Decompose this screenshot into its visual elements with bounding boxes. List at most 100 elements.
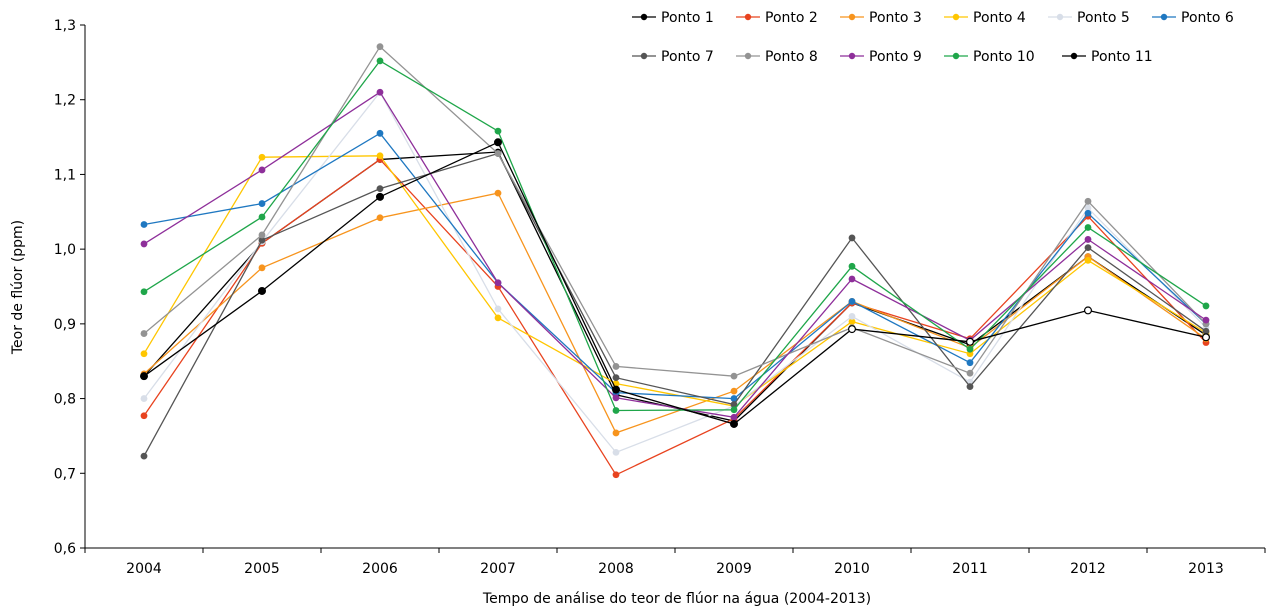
data-point [140, 350, 148, 358]
data-point [1083, 306, 1092, 315]
legend-item: Ponto 3 [840, 10, 922, 26]
legend-swatch-marker [744, 52, 752, 60]
legend-swatch-marker [952, 13, 960, 21]
legend-item: Ponto 1 [632, 10, 714, 26]
data-point [730, 413, 738, 421]
data-point [1201, 333, 1210, 342]
data-point [258, 213, 266, 221]
y-tick-label: 0,7 [54, 466, 76, 482]
data-point [140, 221, 148, 228]
legend-item: Ponto 9 [840, 49, 922, 65]
data-point [1202, 327, 1210, 335]
legend-swatch-marker [952, 52, 960, 60]
legend-label: Ponto 10 [973, 49, 1035, 65]
series-ponto-7 [140, 150, 1210, 460]
data-point [376, 185, 384, 193]
data-point [966, 383, 974, 391]
x-tick-label: 2004 [126, 561, 162, 577]
data-point [1084, 224, 1092, 231]
data-point [494, 138, 503, 147]
series-ponto-10 [140, 57, 1210, 414]
legend-label: Ponto 9 [869, 49, 922, 65]
legend-label: Ponto 6 [1181, 10, 1234, 26]
series-line [143, 45, 1207, 377]
legend: Ponto 1 Ponto 2 Ponto 3 Ponto 4 Ponto 5 Ponto… [632, 10, 1234, 65]
data-point [848, 312, 856, 320]
legend-swatch-marker [1056, 13, 1064, 21]
series-line [143, 141, 1207, 425]
legend-swatch-marker [848, 52, 856, 60]
y-tick-label: 1,3 [54, 18, 76, 34]
data-point [494, 314, 502, 322]
series-line [143, 91, 1207, 454]
data-point [848, 234, 856, 242]
data-point [258, 166, 266, 174]
x-tick-label: 2009 [716, 561, 752, 577]
legend-item: Ponto 4 [944, 10, 1026, 26]
data-point [140, 330, 148, 337]
legend-label: Ponto 2 [765, 10, 818, 26]
data-point [847, 325, 856, 334]
legend-label: Ponto 7 [661, 49, 714, 65]
legend-item: Ponto 8 [736, 49, 818, 65]
data-point [612, 448, 620, 456]
data-point [730, 372, 738, 380]
y-tick-label: 1,2 [54, 93, 76, 109]
y-tick-label: 0,9 [54, 317, 76, 333]
data-point [1084, 209, 1092, 217]
data-point [729, 419, 738, 428]
series-line [143, 151, 1207, 422]
y-tick-label: 1,1 [54, 167, 76, 183]
data-point [140, 452, 148, 460]
series-ponto-8 [140, 43, 1210, 380]
legend-item: Ponto 7 [632, 49, 714, 65]
legend-swatch-marker [1070, 52, 1078, 60]
data-point [1084, 244, 1092, 252]
data-point [140, 395, 148, 402]
y-axis-title: Teor de flúor (ppm) [10, 220, 26, 355]
series-ponto-3 [140, 189, 1210, 437]
x-axis-title: Tempo de análise do teor de flúor na águ… [482, 591, 871, 607]
data-point [376, 43, 384, 51]
data-point [494, 150, 502, 157]
data-point [258, 286, 267, 295]
data-point [612, 471, 620, 479]
x-tick-label: 2006 [362, 561, 398, 577]
x-tick-label: 2010 [834, 561, 870, 577]
legend-label: Ponto 3 [869, 10, 922, 26]
data-point [965, 337, 974, 346]
data-point [140, 288, 148, 296]
series-line [143, 132, 1207, 400]
data-point [1202, 302, 1210, 310]
x-tick-label: 2012 [1070, 561, 1106, 577]
data-point [730, 387, 738, 395]
data-point [1084, 256, 1092, 264]
data-point [1084, 236, 1092, 243]
data-point [494, 279, 502, 287]
legend-item: Ponto 11 [1062, 49, 1153, 65]
axes: 0,6 0,7 0,8 0,9 1,0 1,1 1,2 1,3 2004 2005 2006 2007… [54, 18, 1266, 577]
data-point [730, 406, 738, 414]
data-point [494, 189, 502, 197]
data-point [1084, 197, 1092, 205]
data-point [258, 200, 266, 207]
data-point [966, 359, 974, 367]
y-tick-label: 0,8 [54, 392, 76, 408]
legend-swatch-marker [1160, 13, 1168, 21]
data-point [376, 88, 384, 96]
y-tick-label: 0,6 [54, 541, 76, 557]
series-line [143, 158, 1207, 476]
legend-label: Ponto 5 [1077, 10, 1130, 26]
series-line [143, 155, 1207, 407]
legend-swatch-marker [744, 13, 752, 21]
x-tick-label: 2007 [480, 561, 516, 577]
series-layer [140, 43, 1210, 479]
x-tick-label: 2008 [598, 561, 634, 577]
data-point [848, 318, 856, 326]
data-point [612, 407, 620, 414]
data-point [376, 152, 384, 160]
legend-swatch-marker [640, 13, 648, 21]
data-point [730, 401, 738, 408]
data-point [966, 345, 974, 353]
